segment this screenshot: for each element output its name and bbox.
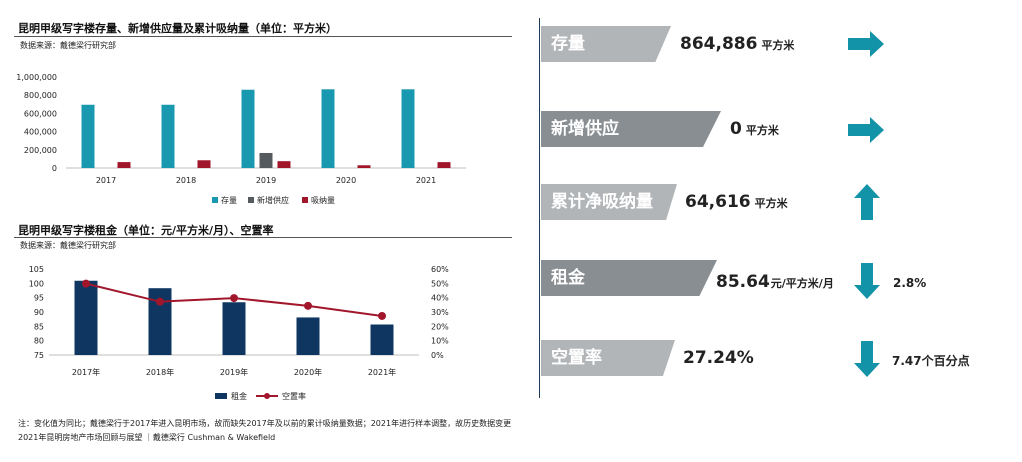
kpi-vacancy-value: 27.24% bbox=[683, 340, 754, 376]
chart2-title: 昆明甲级写字楼租金（单位：元/平方米/月）、空置率 bbox=[18, 224, 274, 237]
vertical-divider bbox=[539, 18, 540, 398]
kpi-rent-number: 85.64 bbox=[716, 272, 770, 292]
legend-swatch bbox=[302, 197, 308, 203]
kpi-rent-label: 租金 bbox=[541, 260, 717, 296]
y2-tick-label: 10% bbox=[431, 337, 449, 346]
legend-swatch bbox=[215, 393, 227, 399]
x-tick-label: 2018 bbox=[176, 176, 196, 185]
y-tick-label: 75 bbox=[34, 351, 44, 360]
bar-存量 bbox=[81, 104, 95, 168]
legend-label: 空置率 bbox=[282, 391, 306, 401]
y-tick-label: 100 bbox=[29, 279, 44, 288]
y2-tick-label: 60% bbox=[431, 265, 449, 274]
kpi-rent-value: 85.64元/平方米/月 bbox=[716, 264, 834, 300]
bar-存量 bbox=[161, 104, 175, 168]
x-tick-label: 2020年 bbox=[294, 367, 322, 377]
footnote: 注：变化值为同比；戴德梁行于2017年进入昆明市场，故而缺失2017年及以前的累… bbox=[18, 419, 512, 428]
bar-吸纳量 bbox=[357, 165, 371, 168]
y-tick-label: 400,000 bbox=[24, 128, 57, 137]
bar-吸纳量 bbox=[277, 161, 291, 168]
point-vacancy bbox=[156, 297, 164, 306]
arrow-up-icon bbox=[854, 184, 880, 220]
y-tick-label: 800,000 bbox=[24, 91, 57, 100]
y2-tick-label: 40% bbox=[431, 294, 449, 303]
legend-label: 吸纳量 bbox=[311, 195, 335, 205]
y2-tick-label: 0% bbox=[431, 351, 444, 360]
bar-吸纳量 bbox=[117, 162, 131, 168]
kpi-vacancy-change: 7.47个百分点 bbox=[892, 354, 970, 368]
bar-吸纳量 bbox=[437, 162, 451, 168]
arrow-right-icon bbox=[848, 31, 884, 57]
arrow-down-icon bbox=[854, 263, 880, 299]
kpi-stock-unit: 平方米 bbox=[761, 39, 795, 52]
kpi-vacancy-label: 空置率 bbox=[541, 340, 675, 376]
y-tick-label: 90 bbox=[34, 308, 44, 317]
y-tick-label: 0 bbox=[52, 164, 57, 173]
y2-tick-label: 30% bbox=[431, 308, 449, 317]
kpi-stock-number: 864,886 bbox=[680, 34, 758, 54]
kpi-new-supply-label: 新增供应 bbox=[541, 111, 721, 147]
bar-存量 bbox=[241, 89, 255, 168]
x-tick-label: 2020 bbox=[336, 176, 356, 185]
stock-supply-absorption-chart: 0 200,000 400,000 600,000 800,000 1,000,000 20… bbox=[16, 73, 466, 205]
point-vacancy bbox=[230, 294, 238, 303]
y2-tick-label: 20% bbox=[431, 322, 449, 331]
kpi-new-supply-unit: 平方米 bbox=[745, 124, 779, 137]
bar-rent bbox=[222, 302, 246, 355]
kpi-rent-change: 2.8% bbox=[893, 276, 927, 290]
chart1-title: 昆明甲级写字楼存量、新增供应量及累计吸纳量（单位：平方米） bbox=[18, 22, 337, 35]
y-tick-label: 80 bbox=[34, 337, 44, 346]
kpi-new-supply-value: 0 平方米 bbox=[730, 111, 779, 147]
y-tick-label: 105 bbox=[29, 265, 44, 274]
kpi-absorption-value: 64,616 平方米 bbox=[685, 184, 788, 220]
kpi-stock-value: 864,886 平方米 bbox=[680, 26, 794, 62]
chart2-title-rule bbox=[14, 237, 512, 238]
arrow-right-icon bbox=[848, 117, 884, 143]
footer: 2021年昆明房地产市场回顾与展望 ｜戴德梁行 Cushman & Wakefi… bbox=[18, 433, 276, 442]
x-tick-label: 2019 bbox=[256, 176, 276, 185]
point-vacancy bbox=[378, 311, 386, 320]
y-tick-label: 95 bbox=[34, 294, 44, 303]
y2-tick-label: 50% bbox=[431, 279, 449, 288]
chart2-source: 数据来源：戴德梁行研究部 bbox=[20, 241, 116, 250]
bar-存量 bbox=[401, 89, 415, 168]
bar-吸纳量 bbox=[197, 160, 211, 168]
kpi-stock-label: 存量 bbox=[541, 26, 671, 62]
bar-新增供应 bbox=[259, 152, 273, 168]
legend-label: 新增供应 bbox=[257, 195, 289, 205]
kpi-absorption-unit: 平方米 bbox=[754, 197, 788, 210]
bar-rent bbox=[370, 324, 394, 355]
bar-rent bbox=[296, 317, 320, 355]
rent-vacancy-chart: 75 80 85 90 95 100 105 0% 10% 20% 30% 40% 50% 60% 2017… bbox=[29, 265, 449, 401]
x-tick-label: 2019年 bbox=[220, 367, 248, 377]
chart1-source: 数据来源：戴德梁行研究部 bbox=[20, 41, 116, 50]
bar-rent bbox=[74, 280, 98, 355]
legend-swatch bbox=[248, 197, 254, 203]
y-tick-label: 85 bbox=[34, 322, 44, 331]
kpi-absorption-label: 累计净吸纳量 bbox=[541, 184, 677, 220]
legend-label: 存量 bbox=[221, 195, 237, 205]
chart1-title-rule bbox=[14, 36, 512, 37]
x-tick-label: 2018年 bbox=[146, 367, 174, 377]
kpi-absorption-number: 64,616 bbox=[685, 192, 751, 212]
x-tick-label: 2017年 bbox=[72, 367, 100, 377]
bar-rent bbox=[148, 288, 172, 355]
y-tick-label: 600,000 bbox=[24, 109, 57, 118]
legend-label: 租金 bbox=[231, 391, 247, 401]
y-tick-label: 200,000 bbox=[24, 146, 57, 155]
x-tick-label: 2021 bbox=[416, 176, 436, 185]
x-tick-label: 2021年 bbox=[368, 367, 396, 377]
bar-存量 bbox=[321, 89, 335, 168]
kpi-rent-unit: 元/平方米/月 bbox=[770, 277, 834, 290]
y-tick-label: 1,000,000 bbox=[16, 73, 57, 82]
arrow-down-icon bbox=[854, 341, 880, 377]
legend-swatch bbox=[212, 197, 218, 203]
legend-marker bbox=[264, 393, 270, 399]
x-tick-label: 2017 bbox=[96, 176, 116, 185]
point-vacancy bbox=[82, 279, 90, 288]
point-vacancy bbox=[304, 301, 312, 310]
kpi-vacancy-number: 27.24% bbox=[683, 348, 754, 368]
kpi-new-supply-number: 0 bbox=[730, 119, 742, 139]
